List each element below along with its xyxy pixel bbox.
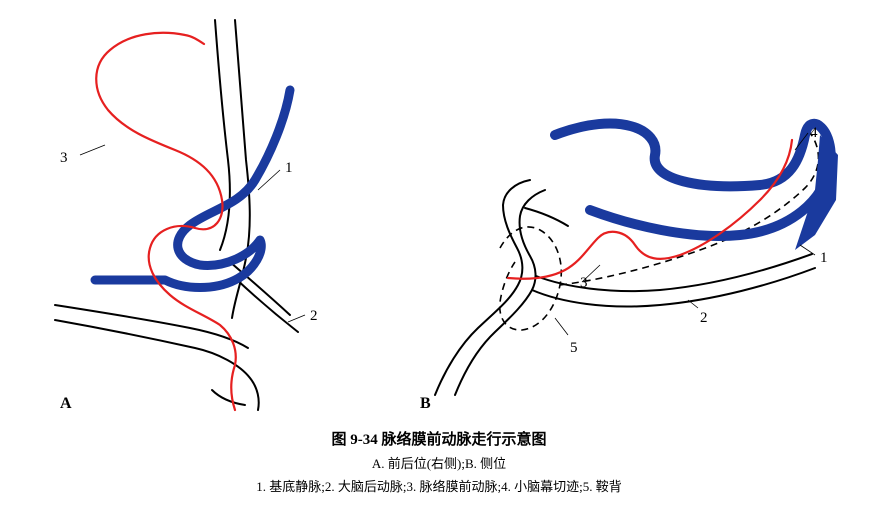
- a-label-1: 1: [285, 160, 293, 177]
- b-outline-1: [455, 190, 545, 395]
- b-outline-0: [435, 180, 530, 395]
- b-label-3: 3: [580, 275, 588, 292]
- b-leader-1: [800, 245, 815, 255]
- panel-b-group: [435, 124, 838, 395]
- b-label-5: 5: [570, 340, 578, 357]
- b-label-4: 4: [810, 125, 818, 142]
- a-outline-4: [55, 305, 248, 348]
- b-basal-vein: [555, 124, 831, 236]
- b-label-2: 2: [700, 310, 708, 327]
- a-leader-3: [80, 145, 105, 155]
- b-label-1: 1: [820, 250, 828, 267]
- panel-a-outlines: [55, 20, 298, 410]
- panel-b-outlines: [435, 180, 815, 395]
- b-leader-5: [555, 318, 568, 335]
- panel-b-label: B: [420, 395, 431, 413]
- panel-a-svg: [0, 0, 878, 420]
- a-outline-0: [215, 20, 230, 250]
- figure-title: 图 9-34 脉络膜前动脉走行示意图: [0, 428, 878, 449]
- b-outline-4: [525, 208, 568, 226]
- panel-a-label: A: [60, 395, 72, 413]
- a-label-2: 2: [310, 308, 318, 325]
- a-basal-vein: [95, 90, 290, 288]
- diagram-container: A B 1 2 3 1 2 3 4 5: [0, 0, 878, 420]
- figure-view-line: A. 前后位(右侧);B. 侧位: [0, 453, 878, 472]
- a-outline-6: [212, 390, 245, 405]
- a-outline-3: [235, 278, 298, 332]
- figure-legend: 1. 基底静脉;2. 大脑后动脉;3. 脉络膜前动脉;4. 小脑幕切迹;5. 鞍…: [0, 476, 878, 495]
- caption-block: 图 9-34 脉络膜前动脉走行示意图 A. 前后位(右侧);B. 侧位 1. 基…: [0, 420, 878, 495]
- a-leaders: [80, 145, 305, 322]
- a-leader-2: [288, 315, 305, 322]
- panel-a-group: [55, 20, 305, 410]
- a-label-3: 3: [60, 150, 68, 167]
